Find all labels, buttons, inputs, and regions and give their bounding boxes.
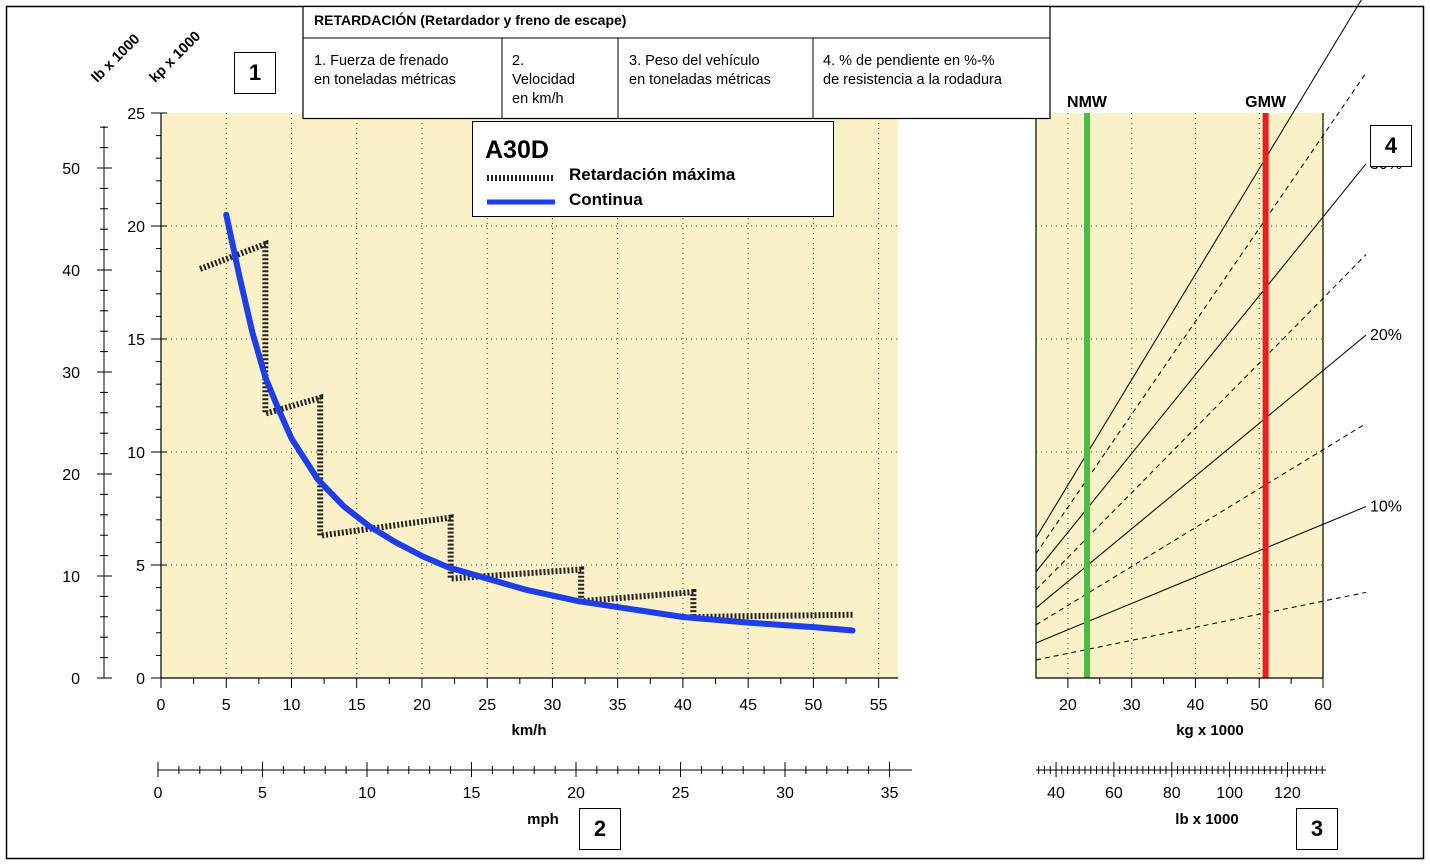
mph-tick-label: 30 [776, 785, 794, 802]
grade-line-dashed [1035, 254, 1367, 591]
legend-swatch-solid [487, 199, 555, 205]
grade-label-20pct: 20% [1370, 327, 1402, 344]
vline-label-nmw: NMW [1067, 94, 1108, 111]
right-x2-label: lb x 1000 [1175, 811, 1238, 828]
grade-line [1035, 0, 1362, 539]
header-cell-force: 1. Fuerza de frenado en toneladas métric… [314, 53, 456, 88]
kmh-tick-label: 5 [222, 697, 231, 714]
left-series [199, 211, 856, 634]
right-lb-tick-label: 40 [1047, 785, 1065, 802]
mph-tick-label: 0 [154, 785, 163, 802]
series-max-retardation [199, 239, 853, 621]
step-box-1: 1 [234, 52, 276, 94]
vline-label-gmw: GMW [1245, 94, 1287, 111]
legend: A30D Retardación máxima Continua [472, 121, 834, 217]
grade-line-dashed [1035, 591, 1367, 661]
right-lb-tick-label: 60 [1105, 785, 1123, 802]
kmh-tick-label: 35 [609, 697, 627, 714]
step-box-4: 4 [1370, 125, 1412, 167]
left-grid [161, 113, 898, 678]
lb-tick-label: 20 [62, 467, 80, 484]
kg-tick-label: 20 [1059, 697, 1077, 714]
kp-tick-label: 15 [127, 332, 145, 349]
legend-model: A30D [485, 136, 549, 164]
right-x-label: kg x 1000 [1176, 722, 1244, 739]
right-axes: 20 30 40 50 60 40 60 80 100 120 [1035, 113, 1332, 802]
left-x-label: km/h [511, 722, 546, 739]
mph-tick-label: 15 [463, 785, 481, 802]
grade-line [1035, 334, 1367, 609]
kp-tick-label: 25 [127, 106, 145, 123]
step-box-3: 3 [1296, 808, 1338, 850]
kmh-tick-label: 10 [283, 697, 301, 714]
kmh-tick-label: 45 [739, 697, 757, 714]
kmh-tick-label: 30 [544, 697, 562, 714]
right-grid [1036, 113, 1323, 678]
mph-tick-label: 35 [881, 785, 899, 802]
kmh-tick-label: 50 [805, 697, 823, 714]
legend-swatch-dotted [487, 175, 555, 181]
step-box-2: 2 [579, 808, 621, 850]
mph-tick-label: 25 [672, 785, 690, 802]
kg-tick-label: 40 [1187, 697, 1205, 714]
header-cell-grade: 4. % de pendiente en %-% de resistencia … [823, 53, 1002, 88]
grade-line-dashed [1035, 72, 1367, 555]
right-lb-tick-label: 80 [1163, 785, 1181, 802]
kmh-tick-label: 25 [478, 697, 496, 714]
header-title: RETARDACIÓN (Retardador y freno de escap… [314, 12, 627, 28]
kmh-tick-label: 15 [348, 697, 366, 714]
kp-tick-label: 5 [136, 558, 145, 575]
grade-label-40pct: 40% [1370, 0, 1402, 1]
grade-line-dashed [1035, 423, 1367, 626]
kg-tick-label: 30 [1123, 697, 1141, 714]
header-cell-speed: 2. Velocidad en km/h [512, 53, 575, 107]
grade-line [1035, 506, 1367, 644]
lb-tick-label: 10 [62, 569, 80, 586]
kmh-tick-label: 0 [157, 697, 166, 714]
right-lb-tick-label: 120 [1274, 785, 1301, 802]
grade-label-10pct: 10% [1370, 499, 1402, 516]
kg-tick-label: 50 [1250, 697, 1268, 714]
lb-tick-label: 40 [62, 263, 80, 280]
header-table [302, 5, 1051, 120]
kmh-tick-label: 20 [413, 697, 431, 714]
lb-tick-label: 30 [62, 365, 80, 382]
right-plot-area [1036, 113, 1323, 678]
mph-tick-label: 20 [567, 785, 585, 802]
lb-tick-label: 0 [71, 671, 80, 688]
lb-tick-label: 50 [62, 161, 80, 178]
kmh-tick-label: 55 [870, 697, 888, 714]
kp-tick-label: 20 [127, 219, 145, 236]
legend-entry-max: Retardación máxima [569, 165, 736, 184]
mph-tick-label: 5 [258, 785, 267, 802]
kg-tick-label: 60 [1314, 697, 1332, 714]
kmh-tick-label: 40 [674, 697, 692, 714]
legend-entry-continuous: Continua [569, 190, 643, 209]
header-cell-weight: 3. Peso del vehículo en toneladas métric… [629, 53, 771, 88]
mph-tick-label: 10 [358, 785, 376, 802]
kp-tick-label: 10 [127, 445, 145, 462]
grade-line [1035, 163, 1367, 573]
left-x2-label: mph [527, 811, 559, 828]
series-continuous [223, 211, 856, 634]
kp-tick-label: 0 [136, 671, 145, 688]
right-lb-tick-label: 100 [1216, 785, 1243, 802]
